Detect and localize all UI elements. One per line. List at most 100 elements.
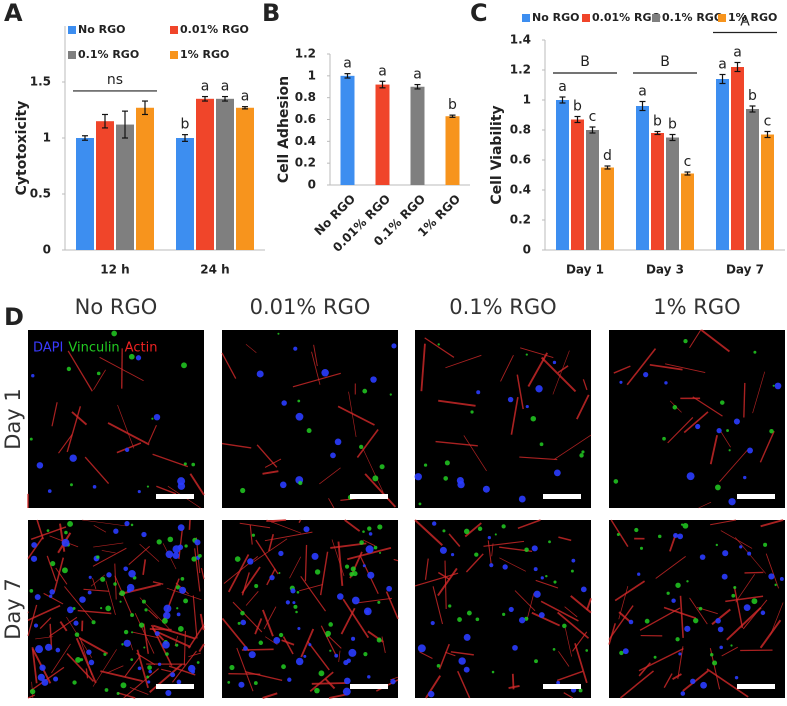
significance-letter: b xyxy=(668,117,677,133)
bar xyxy=(556,100,569,250)
vinculin xyxy=(553,580,556,583)
vinculin xyxy=(562,624,567,629)
nucleus xyxy=(166,551,174,559)
vinculin xyxy=(367,526,371,530)
bar xyxy=(731,67,744,250)
vinculin xyxy=(97,372,101,376)
scale-bar xyxy=(350,684,388,689)
vinculin xyxy=(235,556,241,562)
significance-letter: a xyxy=(201,79,210,95)
legend-label: No RGO xyxy=(78,23,125,36)
vinculin xyxy=(457,617,462,622)
nucleus xyxy=(162,641,170,649)
vinculin xyxy=(227,681,230,684)
significance-letter: a xyxy=(733,45,742,61)
vinculin xyxy=(73,607,76,610)
vinculin xyxy=(175,644,178,647)
vinculin xyxy=(29,589,33,593)
nucleus xyxy=(31,374,34,377)
vinculin xyxy=(467,611,472,616)
bar xyxy=(136,108,154,250)
vinculin xyxy=(281,664,286,669)
nucleus xyxy=(178,545,183,550)
vinculin xyxy=(379,552,381,554)
nucleus xyxy=(671,598,675,602)
significance-letter: b xyxy=(653,114,662,130)
bar xyxy=(446,116,460,185)
nucleus xyxy=(619,381,622,384)
legend-swatch xyxy=(68,51,76,59)
vinculin xyxy=(437,664,441,668)
vinculin xyxy=(715,485,721,491)
nucleus xyxy=(128,570,136,578)
nucleus xyxy=(695,424,700,429)
bar xyxy=(681,174,694,251)
legend-label: No RGO xyxy=(532,11,579,24)
nucleus xyxy=(509,607,514,612)
bar xyxy=(586,130,599,250)
nucleus xyxy=(684,626,690,632)
nucleus xyxy=(164,605,172,613)
nucleus xyxy=(539,612,545,618)
vinculin xyxy=(683,523,689,529)
nucleus xyxy=(290,588,295,593)
vinculin xyxy=(298,481,302,485)
nucleus xyxy=(483,486,490,493)
nucleus xyxy=(365,610,369,614)
nucleus xyxy=(89,660,95,666)
vinculin xyxy=(181,362,187,368)
nucleus xyxy=(390,679,395,684)
nucleus xyxy=(343,688,351,696)
actin-fiber xyxy=(228,674,260,675)
vinculin xyxy=(699,607,703,611)
nucleus xyxy=(31,556,37,562)
nucleus xyxy=(335,439,342,446)
vinculin xyxy=(30,438,33,441)
vinculin xyxy=(297,591,300,594)
vinculin xyxy=(92,620,96,624)
y-tick-label: 0.8 xyxy=(510,123,531,137)
bar xyxy=(196,99,214,250)
vinculin xyxy=(143,647,145,649)
vinculin xyxy=(277,333,279,335)
nucleus xyxy=(179,587,186,594)
scale-bar xyxy=(737,494,775,499)
vinculin xyxy=(130,658,133,661)
significance-letter: a xyxy=(221,79,230,95)
legend-swatch xyxy=(652,14,660,22)
nucleus xyxy=(69,454,76,461)
vinculin xyxy=(585,649,588,652)
micrograph xyxy=(28,520,204,698)
nucleus xyxy=(391,343,396,348)
vinculin xyxy=(424,463,427,466)
nucleus xyxy=(637,573,640,576)
vinculin xyxy=(157,539,162,544)
vinculin xyxy=(502,613,505,616)
vinculin xyxy=(362,530,365,533)
vinculin xyxy=(654,656,657,659)
y-axis-title: Cell Adhesion xyxy=(276,76,292,183)
nucleus xyxy=(678,652,681,655)
vinculin xyxy=(345,565,349,569)
panel-label: A xyxy=(4,0,23,27)
y-tick-label: 1 xyxy=(308,68,316,82)
nucleus xyxy=(519,617,525,623)
nucleus xyxy=(541,576,544,579)
vinculin xyxy=(121,643,123,645)
vinculin xyxy=(443,476,448,481)
nucleus xyxy=(93,485,97,489)
vinculin xyxy=(478,527,482,531)
nucleus xyxy=(717,428,722,433)
nucleus xyxy=(366,545,374,553)
vinculin xyxy=(377,601,380,604)
vinculin xyxy=(113,582,117,586)
nucleus xyxy=(581,587,587,593)
nucleus xyxy=(73,621,78,626)
y-tick-label: 1.2 xyxy=(295,47,316,61)
nucleus xyxy=(48,489,52,493)
stain-label: DAPI xyxy=(33,341,63,356)
significance-letter: a xyxy=(413,67,422,83)
vinculin xyxy=(730,644,732,646)
actin-fiber xyxy=(513,674,514,689)
nucleus xyxy=(35,645,43,653)
